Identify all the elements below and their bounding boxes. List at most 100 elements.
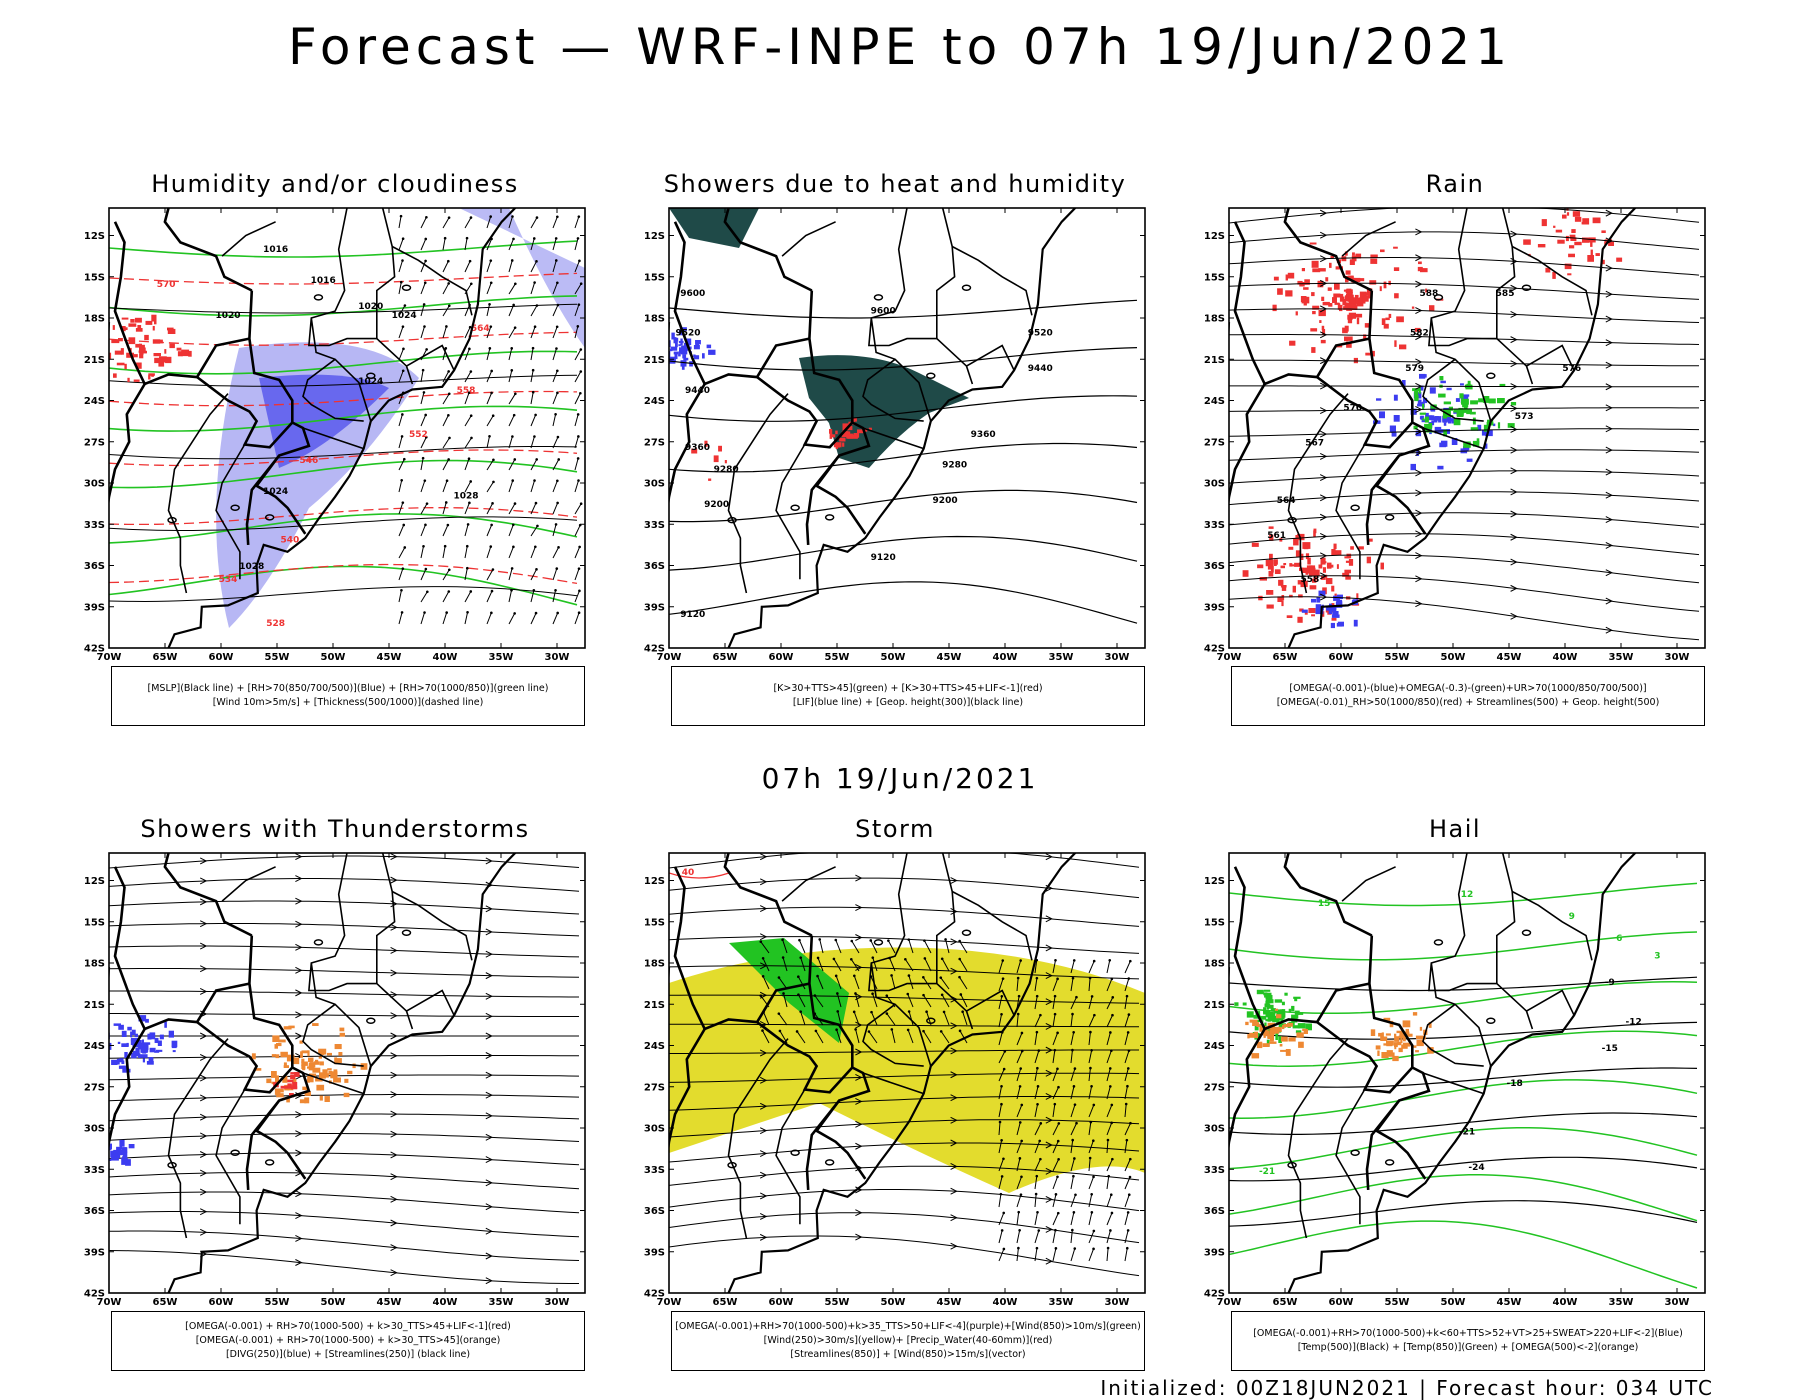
wind-850-vector — [1034, 1212, 1038, 1226]
contour-label: -9 — [1605, 978, 1615, 988]
omega-rh-red-area — [1344, 556, 1350, 559]
legend-line: [Temp(500)](Black) + [Temp(850)](Green) … — [1297, 1342, 1639, 1353]
k-tts-orange-area — [288, 1025, 295, 1029]
omega-green-area — [1499, 383, 1506, 387]
wind-850-vector — [1088, 1104, 1095, 1118]
streamline-arrow — [950, 1163, 958, 1170]
vector-head — [1071, 1012, 1074, 1016]
omega-500-orange-area — [1251, 1053, 1260, 1059]
legend-line: [OMEGA(-0.001)+RH>70(1000-500)+k<60+TTS>… — [1253, 1328, 1683, 1339]
wind-vector — [464, 481, 472, 493]
k-tts-orange-area — [274, 1044, 278, 1049]
divg-blue-area — [142, 1058, 145, 1063]
omega-500-orange-area — [1303, 1029, 1308, 1034]
contour-label: 9200 — [704, 500, 729, 510]
vector-head — [554, 412, 557, 416]
rh-green-contour — [109, 405, 578, 432]
wind-850-vector — [1016, 1086, 1021, 1100]
k-tts-lif-area — [842, 442, 845, 447]
wind-vector — [398, 612, 403, 625]
streamline-arrow — [199, 1074, 208, 1082]
terrain-green-contour — [1264, 993, 1268, 998]
omega-rh-red-area — [1295, 535, 1299, 539]
wind-850-vector — [1016, 1014, 1019, 1028]
vector-head — [1019, 959, 1022, 962]
wind-vector — [464, 591, 472, 603]
vector-head — [1017, 994, 1021, 998]
vector-head — [533, 435, 536, 438]
vector-head — [447, 568, 451, 572]
streamline-500 — [1229, 449, 1700, 461]
vector-head — [469, 414, 473, 418]
wind-850-vector — [1016, 1158, 1021, 1172]
omega-rh-red-area — [1274, 569, 1281, 574]
lif-blue-contour — [706, 344, 712, 349]
contour-label: 1028 — [239, 562, 264, 572]
omega-rh-red-area — [1313, 528, 1317, 534]
omega-rh-red-area — [1304, 612, 1308, 615]
vector-head — [1053, 994, 1057, 998]
contour-label: 9280 — [714, 465, 739, 475]
omega-rh-red-area — [1288, 546, 1294, 550]
divg-blue-area — [118, 1024, 124, 1030]
streamline-arrow — [1510, 336, 1518, 344]
lon-tick-label: 45W — [937, 652, 962, 663]
streamline-arrow — [295, 920, 303, 928]
contour-label: -21 — [1459, 1128, 1475, 1138]
wind-vector — [486, 304, 491, 317]
wind-vector — [420, 458, 424, 471]
rh-green-contour — [109, 513, 578, 544]
wind-850-vector — [796, 1031, 806, 1044]
wind-850-vector — [1106, 1086, 1111, 1100]
streamline-arrow — [759, 1049, 768, 1057]
streamline-500 — [1229, 428, 1700, 437]
omega-blue-area — [1429, 387, 1436, 394]
contour-label: 9120 — [871, 553, 896, 563]
omega-blue-area — [1337, 621, 1344, 627]
contour-label: 1016 — [311, 276, 336, 286]
wind-850-vector — [1070, 996, 1077, 1010]
k-tts-orange-area — [308, 1057, 314, 1063]
vector-head — [468, 501, 471, 505]
vector-head — [554, 237, 558, 240]
k-tts-lif-area — [708, 478, 712, 481]
streamline-500 — [1229, 359, 1699, 367]
streamline-arrow — [1319, 513, 1328, 521]
omega-rh-red-area — [1570, 237, 1577, 241]
vector-head — [1002, 1067, 1006, 1071]
terrain-red-contour — [104, 347, 108, 351]
omega-rh-red-area — [1303, 302, 1307, 306]
vector-head — [403, 546, 407, 549]
vector-head — [1072, 1085, 1076, 1088]
wind-850-vector — [886, 1013, 896, 1026]
k-tts-orange-area — [301, 1050, 309, 1054]
streamline-arrow — [485, 1052, 493, 1059]
lat-tick-label: 33S — [84, 1165, 105, 1176]
omega-green-area — [1470, 400, 1478, 405]
mslp-contour — [109, 586, 578, 603]
vector-head — [577, 303, 581, 306]
streamline-850 — [669, 1189, 1140, 1212]
k-tts-orange-area — [311, 1064, 315, 1070]
streamline-850 — [669, 994, 1140, 1004]
streamline-arrow — [485, 928, 493, 936]
vector-head — [1071, 976, 1075, 980]
vector-head — [1020, 1139, 1023, 1143]
wind-vector — [530, 305, 538, 317]
wind-850-vector — [891, 975, 896, 990]
streamline-arrow — [1319, 407, 1328, 415]
wind-850-vector — [1106, 960, 1111, 974]
map-frame — [108, 207, 586, 649]
wind-vector — [442, 305, 450, 317]
wind-vector — [398, 480, 403, 493]
k-tts-lif-red-area — [291, 1086, 298, 1090]
wind-vector — [464, 371, 472, 383]
k-tts-orange-area — [282, 1075, 288, 1083]
vector-head — [579, 370, 583, 373]
panel-title: Showers due to heat and humidity — [663, 170, 1127, 198]
streamline-arrow — [485, 1112, 493, 1120]
streamline-arrow — [855, 1120, 863, 1128]
omega-green-area — [1413, 425, 1418, 430]
contour-label: 9200 — [933, 496, 958, 506]
vector-head — [468, 347, 471, 351]
